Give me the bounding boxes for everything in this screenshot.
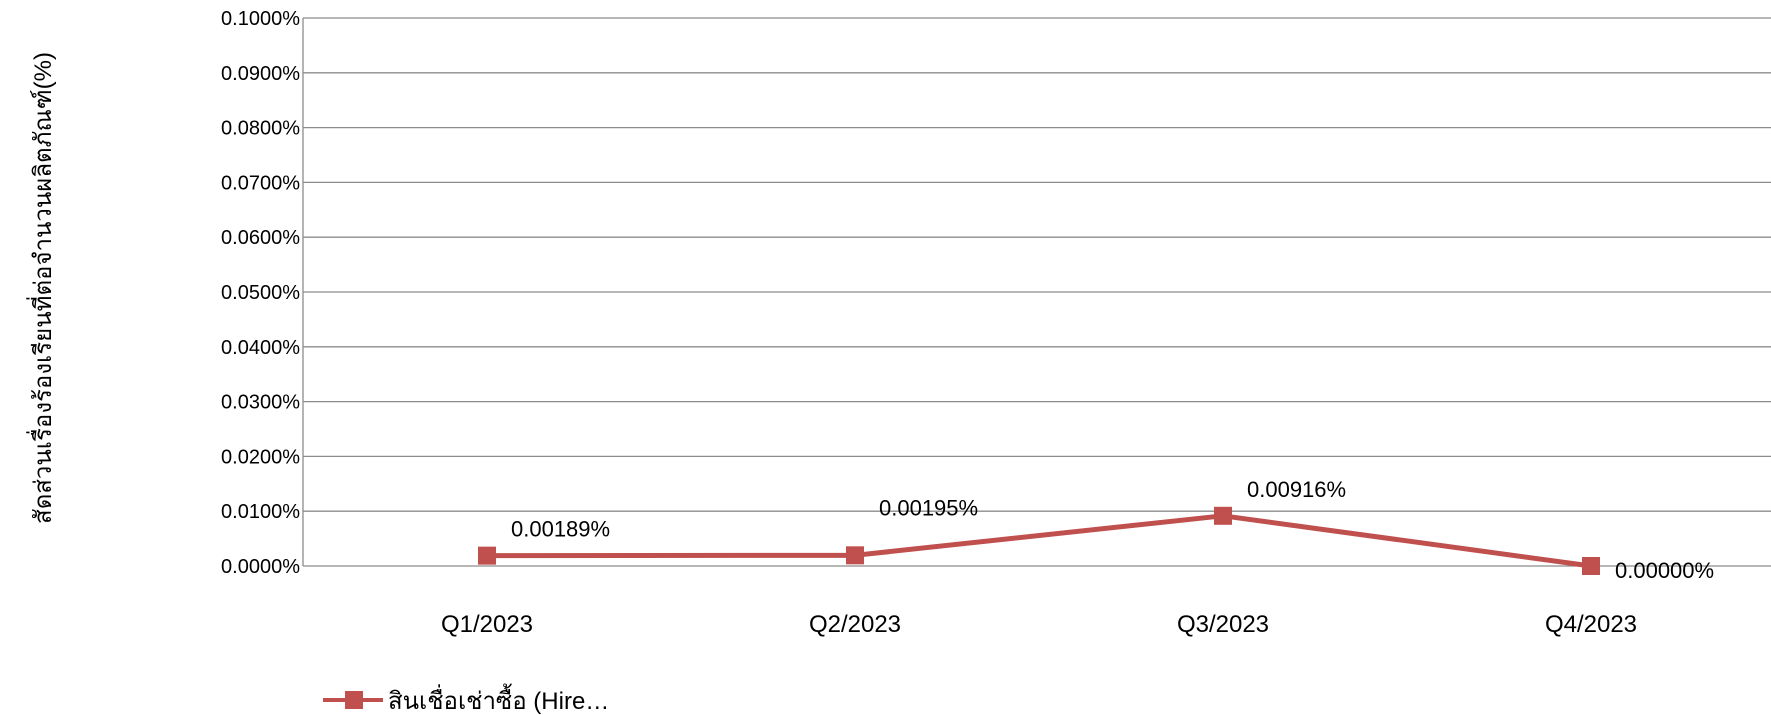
series-group: 0.00189% 0.00195% 0.00916% 0.00000%	[478, 477, 1714, 583]
series-line	[486, 513, 1592, 569]
y-tick-label: 0.0200%	[221, 446, 300, 468]
data-label: 0.00000%	[1615, 558, 1714, 583]
y-axis-label: สัดส่วนเรื่องร้องเรียนที่ต่อจำนวนผลิตภัณ…	[26, 52, 57, 524]
x-axis-ticks: Q1/2023 Q2/2023 Q3/2023 Q4/2023	[441, 611, 1637, 638]
data-point	[478, 546, 496, 565]
y-tick-label: 0.0900%	[221, 63, 300, 85]
legend: สินเชื่อเช่าซื้อ (Hire…	[323, 683, 609, 715]
x-tick-label: Q3/2023	[1177, 611, 1269, 638]
y-tick-label: 0.0500%	[221, 282, 300, 304]
data-point	[1214, 506, 1232, 525]
y-tick-label: 0.0400%	[221, 337, 300, 359]
y-tick-label: 0.0000%	[221, 556, 300, 578]
x-tick-label: Q2/2023	[809, 611, 901, 638]
legend-marker	[345, 691, 363, 709]
legend-entry: สินเชื่อเช่าซื้อ (Hire…	[388, 683, 609, 715]
data-label: 0.00916%	[1247, 477, 1346, 502]
y-tick-label: 0.1000%	[221, 8, 300, 30]
y-tick-label: 0.0100%	[221, 501, 300, 523]
data-label: 0.00189%	[511, 517, 610, 542]
data-label: 0.00195%	[879, 495, 978, 520]
y-tick-label: 0.0800%	[221, 118, 300, 140]
data-point	[1582, 557, 1600, 575]
y-tick-label: 0.0600%	[221, 227, 300, 249]
y-axis-ticks: 0.0000% 0.0100% 0.0200% 0.0300% 0.0400% 0.050…	[221, 8, 300, 578]
gridlines	[302, 17, 1771, 567]
data-point	[846, 546, 864, 565]
x-tick-label: Q1/2023	[441, 611, 533, 638]
y-tick-label: 0.0700%	[221, 172, 300, 194]
x-tick-label: Q4/2023	[1545, 611, 1637, 638]
y-tick-label: 0.0300%	[221, 392, 300, 414]
